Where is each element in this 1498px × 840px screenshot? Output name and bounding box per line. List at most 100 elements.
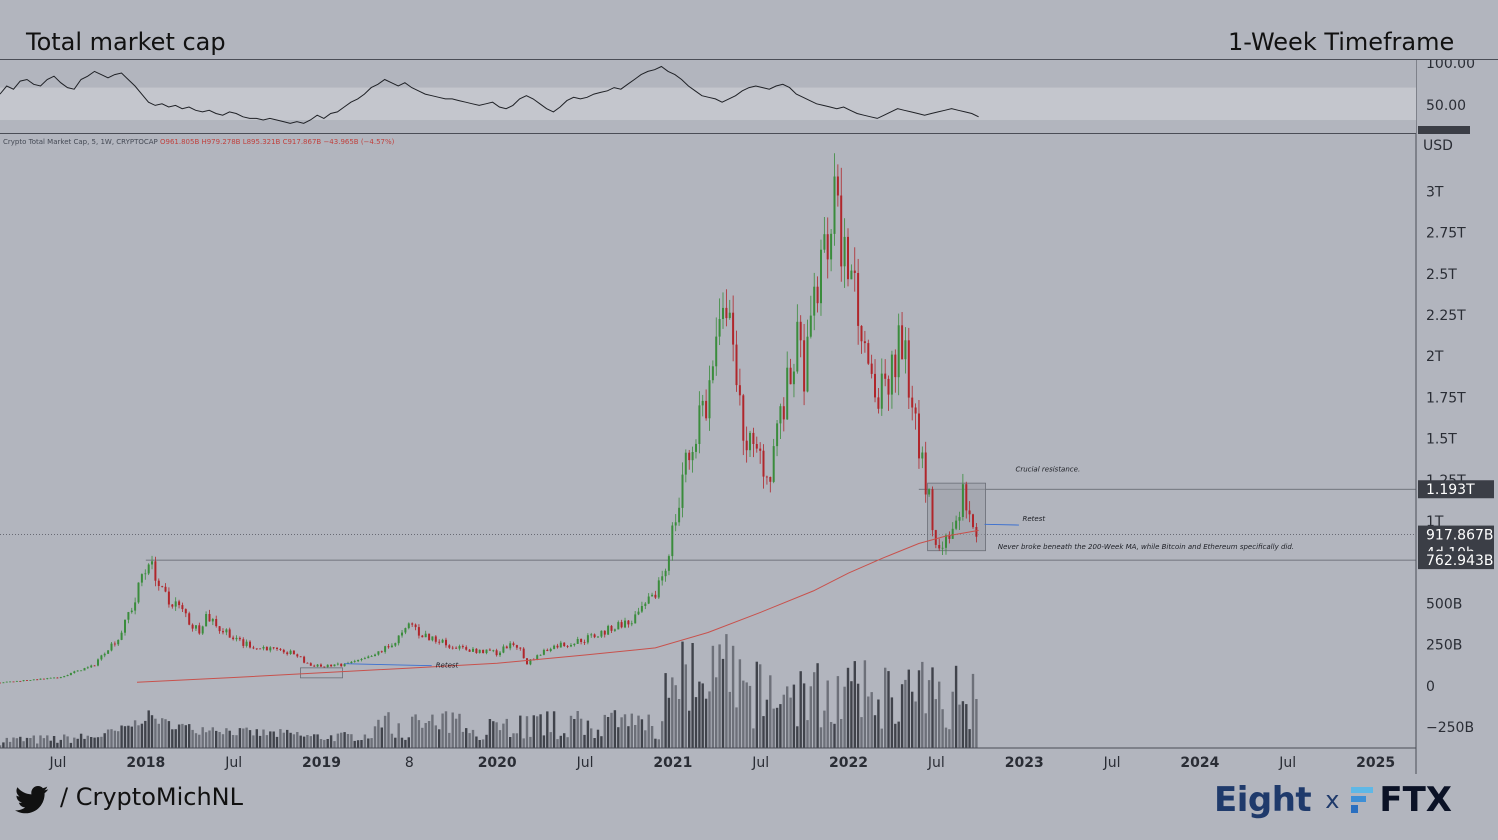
candle	[688, 449, 691, 470]
svg-text:917.867B: 917.867B	[1426, 528, 1494, 544]
candle	[762, 444, 765, 489]
candle	[553, 644, 556, 650]
candle	[15, 680, 18, 682]
volume-bar	[802, 683, 806, 748]
volume-bar	[76, 738, 79, 748]
volume-bar	[708, 691, 711, 748]
volume-bar	[674, 685, 677, 748]
volume-bar	[840, 719, 843, 748]
candle	[769, 476, 772, 493]
candle	[738, 368, 741, 406]
volume-bar	[650, 726, 654, 748]
candle	[715, 317, 718, 376]
volume-bar	[600, 736, 603, 748]
candle	[823, 217, 826, 253]
volume-bar	[927, 680, 931, 748]
volume-bar	[387, 712, 390, 748]
candle	[205, 611, 208, 627]
volume-bar	[431, 714, 434, 748]
candle	[73, 670, 76, 674]
volume-bar	[914, 701, 917, 748]
volume-bar	[637, 715, 640, 748]
volume-bar	[171, 729, 174, 748]
candle	[478, 649, 481, 654]
candle	[134, 597, 137, 615]
candle	[958, 511, 961, 530]
volume-bar	[694, 697, 698, 748]
price-chart[interactable]: Crucial resistance. Retest Never broke ben…	[0, 134, 1498, 774]
price-tick: 250B	[1426, 638, 1462, 654]
volume-bar	[941, 709, 944, 748]
volume-bar	[350, 734, 353, 748]
candle	[890, 350, 893, 409]
volume-bar	[863, 660, 867, 748]
volume-bar	[252, 735, 255, 748]
volume-bar	[434, 725, 437, 748]
volume-bar	[174, 729, 177, 748]
volume-bar	[2, 742, 5, 748]
volume-bar	[19, 736, 22, 748]
candle	[238, 636, 241, 642]
volume-bar	[931, 667, 934, 748]
candle	[732, 295, 735, 362]
candle	[269, 646, 272, 653]
volume-bar	[296, 732, 299, 748]
candle	[292, 650, 295, 655]
candle	[515, 644, 518, 650]
candle	[49, 677, 52, 679]
candle	[914, 403, 917, 430]
volume-bar	[711, 645, 715, 748]
volume-bar	[32, 735, 35, 748]
candle	[0, 682, 1, 684]
candle	[222, 628, 224, 635]
volume-bar	[454, 718, 458, 748]
candle	[667, 554, 670, 576]
volume-bar	[353, 740, 356, 748]
volume-bar	[667, 697, 671, 748]
candle	[806, 319, 809, 393]
candle	[613, 628, 616, 632]
candle	[80, 670, 83, 672]
volume-bar	[725, 634, 728, 748]
candle	[576, 636, 579, 644]
volume-bar	[505, 718, 508, 748]
volume-bar	[590, 728, 593, 748]
volume-bar	[634, 725, 637, 748]
candle	[46, 677, 49, 680]
candle	[492, 649, 495, 653]
volume-bar	[313, 734, 316, 748]
volume-bar	[677, 699, 681, 748]
top-divider	[0, 59, 1498, 60]
candle	[968, 501, 971, 523]
candle	[387, 643, 390, 649]
volume-bar	[66, 736, 69, 748]
volume-bar	[975, 699, 978, 748]
time-tick: 2022	[829, 755, 868, 771]
symbol-legend: Crypto Total Market Cap, 5, 1W, CRYPTOCA…	[3, 138, 394, 146]
volume-bar	[911, 691, 914, 748]
candle	[296, 653, 299, 658]
candle	[701, 394, 704, 417]
volume-bar	[421, 727, 424, 748]
volume-bar	[323, 739, 326, 748]
price-tick: 1.75T	[1426, 390, 1466, 406]
candle	[840, 167, 843, 282]
volume-bar	[671, 677, 674, 748]
candle	[928, 488, 931, 497]
time-tick: Jul	[49, 755, 67, 771]
volume-bar	[468, 733, 471, 748]
candle	[86, 666, 89, 670]
candle	[235, 635, 238, 642]
candle	[161, 585, 164, 588]
candle	[907, 327, 910, 409]
candle	[282, 648, 285, 654]
volume-bar	[188, 724, 191, 748]
candle	[147, 563, 150, 576]
candle	[772, 438, 775, 484]
volume-bar	[329, 735, 333, 748]
candle	[654, 590, 657, 599]
candle	[279, 648, 282, 652]
candle	[951, 522, 954, 539]
candle	[863, 330, 866, 353]
volume-bar	[772, 708, 775, 748]
